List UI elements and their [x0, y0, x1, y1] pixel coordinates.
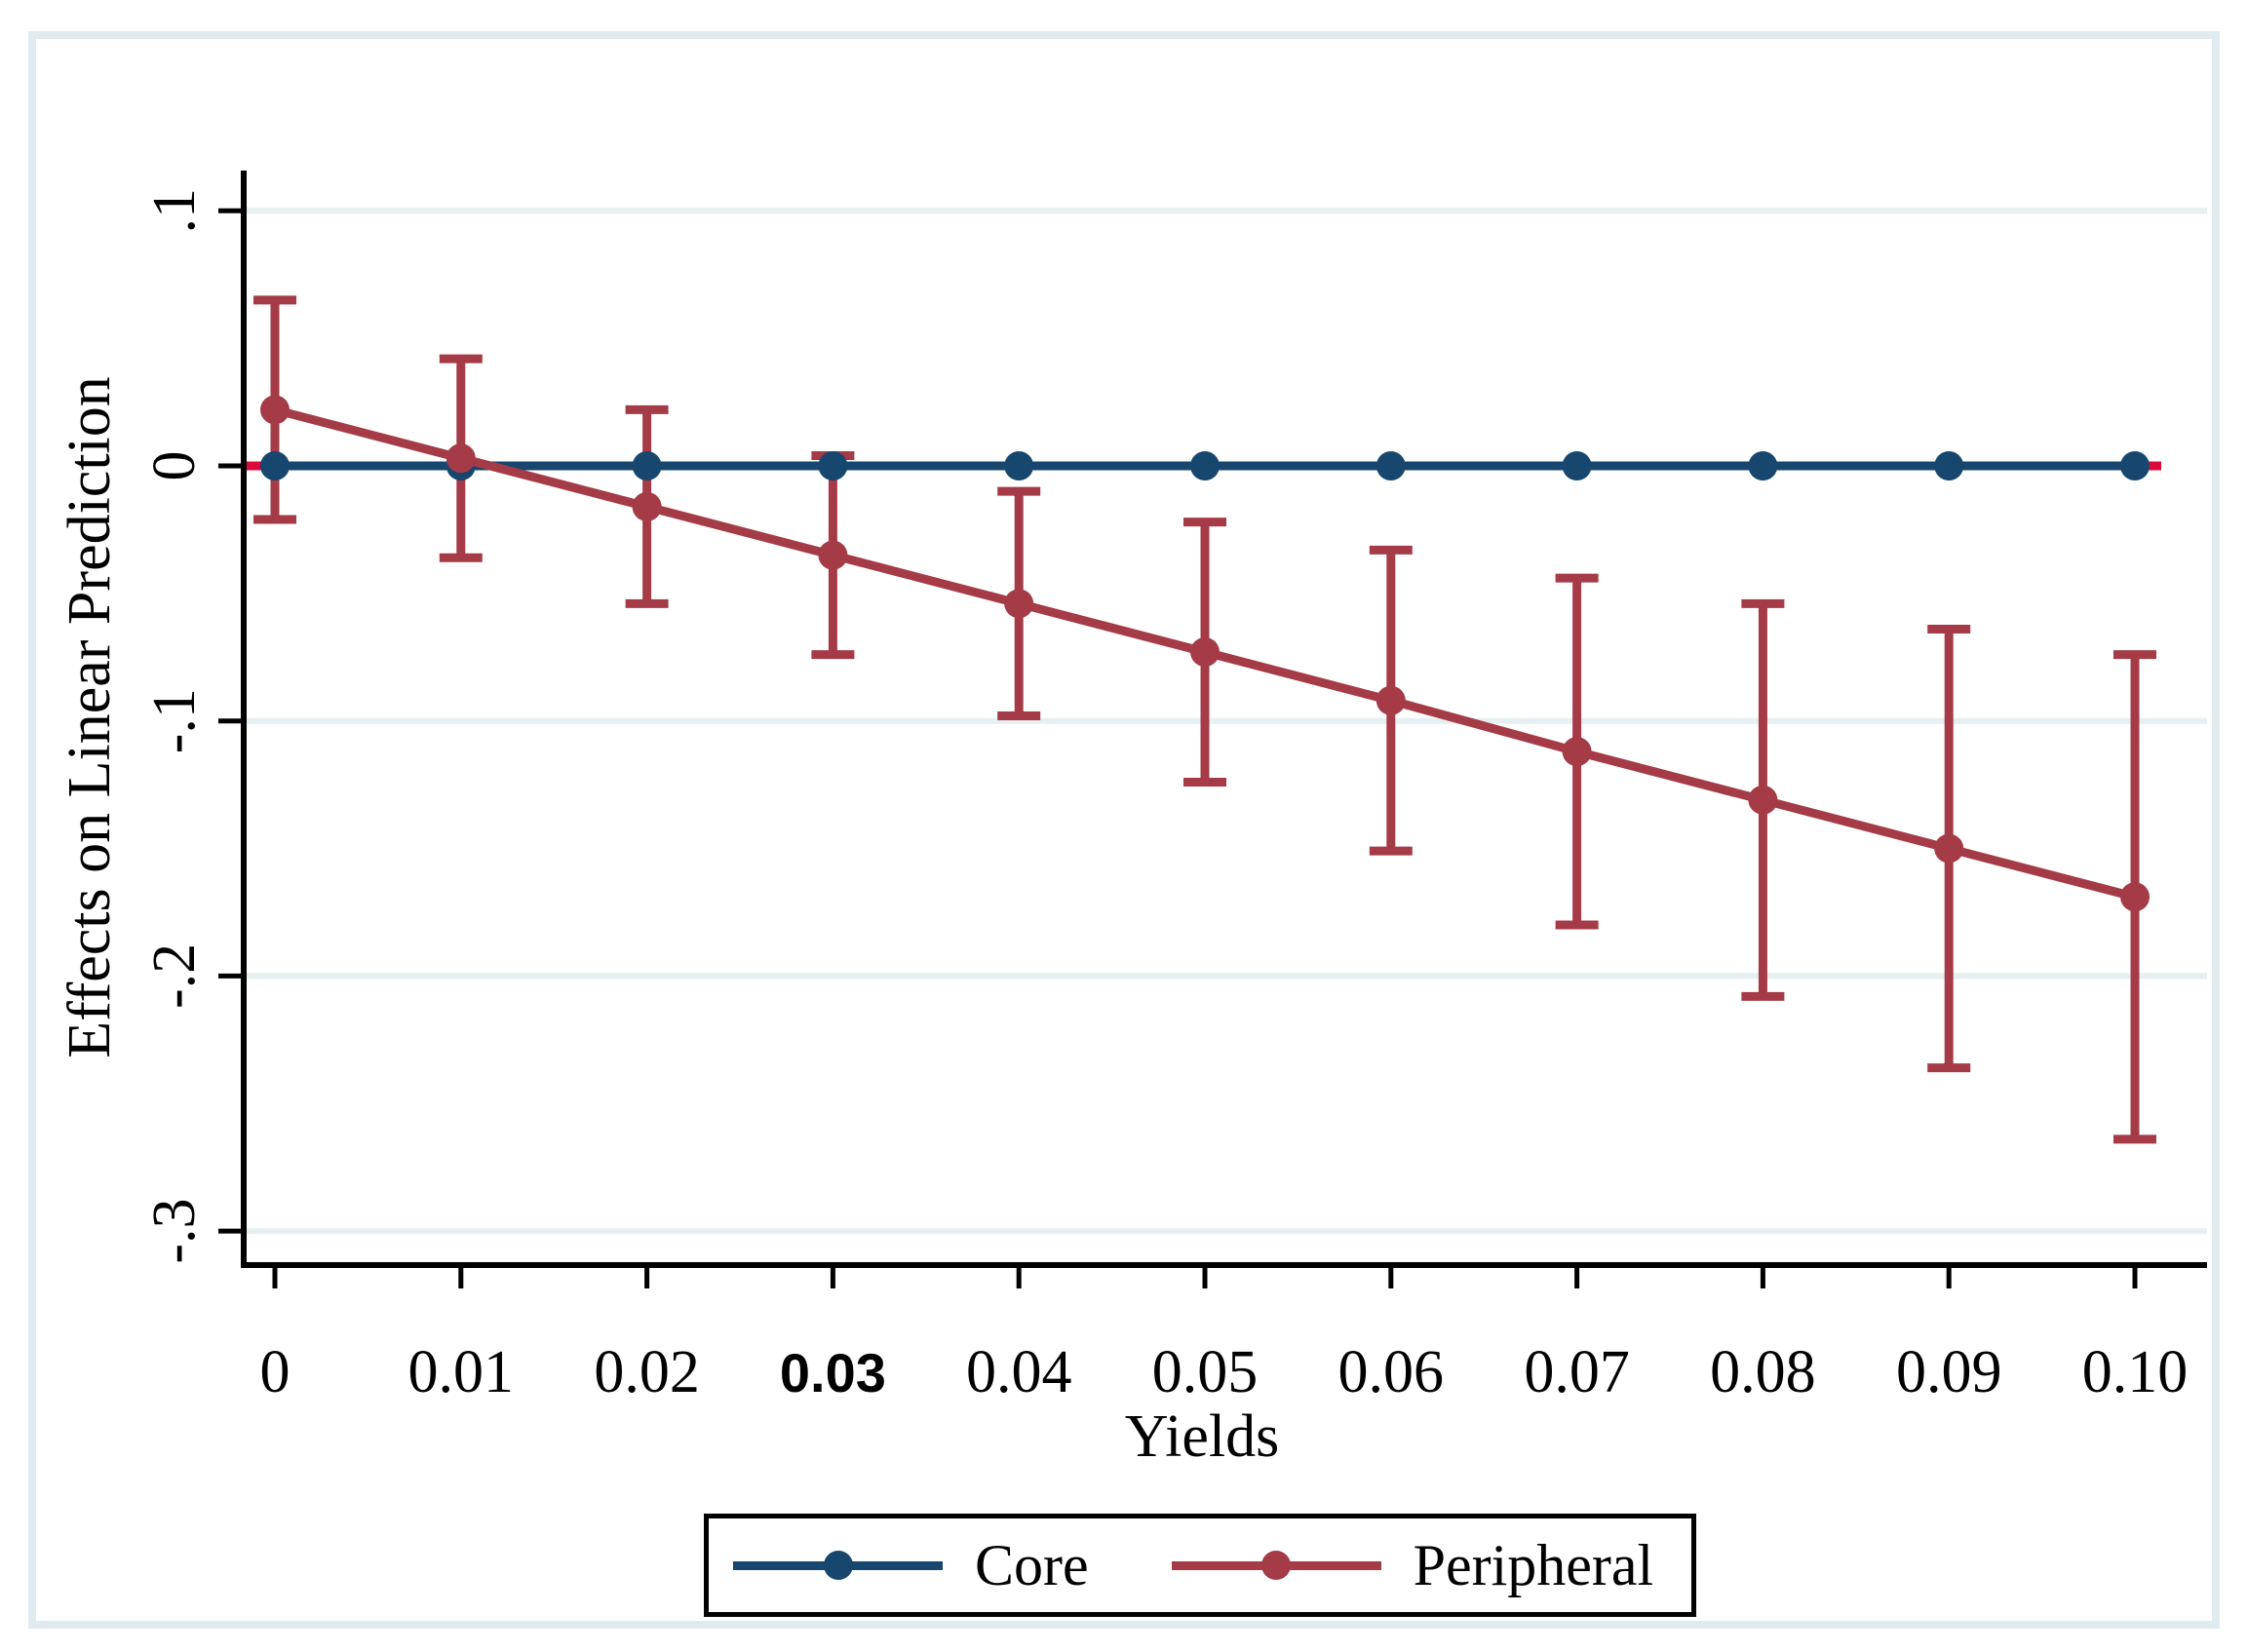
x-tick-label: 0.09 [1896, 1339, 2002, 1405]
x-tick-label: 0.05 [1152, 1339, 1259, 1405]
x-tick-label: 0.07 [1524, 1339, 1630, 1405]
series-marker-core [1376, 451, 1406, 480]
core-marker-icon [823, 1551, 853, 1580]
series-marker-peripheral [1004, 589, 1034, 619]
x-tick-label: 0.01 [408, 1339, 515, 1405]
series-marker-peripheral [1190, 637, 1220, 668]
x-tick-label: 0.10 [2082, 1339, 2189, 1405]
x-tick-label: 0.04 [966, 1339, 1072, 1405]
series-marker-core [260, 451, 290, 480]
legend: Core Peripheral [704, 1514, 1696, 1617]
series-marker-peripheral [1934, 833, 1964, 864]
series-marker-core [632, 451, 662, 480]
series-marker-core [1748, 451, 1778, 480]
x-tick-label: 0.03 [780, 1342, 886, 1403]
y-tick-label: 0 [141, 451, 208, 481]
x-tick-label: 0.06 [1338, 1339, 1445, 1405]
y-tick-label: -.1 [141, 688, 208, 753]
series-marker-peripheral [446, 443, 476, 474]
series-marker-peripheral [632, 491, 662, 521]
y-tick-label: -.3 [141, 1199, 208, 1264]
series-marker-peripheral [2120, 882, 2150, 912]
series-marker-core [1934, 451, 1964, 480]
y-tick-label: -.2 [141, 943, 208, 1009]
series-marker-peripheral [1562, 737, 1592, 767]
figure-frame [28, 31, 2220, 1629]
core-line-symbol [733, 1551, 943, 1580]
series-marker-peripheral [1748, 785, 1778, 815]
x-tick-label: 0.08 [1710, 1339, 1816, 1405]
x-axis-title: Yields [1125, 1403, 1279, 1470]
y-tick-label: .1 [141, 188, 208, 234]
series-marker-peripheral [818, 540, 848, 570]
series-marker-core [2120, 451, 2150, 480]
legend-label-core: Core [975, 1533, 1089, 1597]
series-marker-core [818, 451, 848, 480]
series-marker-core [1190, 451, 1220, 480]
y-axis-title: Effects on Linear Prediction [57, 376, 123, 1058]
x-tick-label: 0 [260, 1339, 291, 1405]
peripheral-marker-icon [1261, 1551, 1292, 1580]
series-marker-peripheral [260, 395, 290, 425]
legend-label-peripheral: Peripheral [1413, 1533, 1654, 1597]
legend-entry-peripheral: Peripheral [1171, 1533, 1654, 1597]
series-marker-peripheral [1376, 685, 1406, 715]
x-tick-label: 0.02 [594, 1339, 700, 1405]
peripheral-line-symbol [1171, 1551, 1381, 1580]
series-marker-core [1004, 451, 1034, 480]
legend-entry-core: Core [733, 1536, 1089, 1594]
series-marker-core [1562, 451, 1592, 480]
